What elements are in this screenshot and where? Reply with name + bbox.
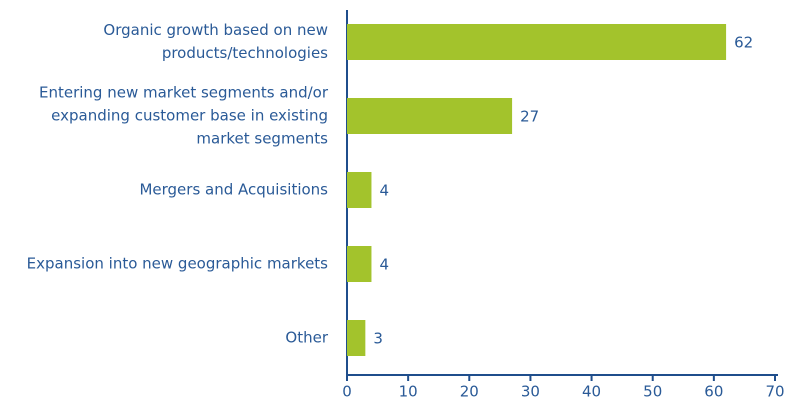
x-tick-label: 50 [643,383,662,401]
x-tick-label: 60 [704,383,723,401]
value-label: 27 [520,108,539,126]
category-label: Expansion into new geographic markets [26,254,328,273]
bar [347,98,513,134]
bar [347,172,372,208]
value-label: 4 [379,182,389,200]
bar [347,24,727,60]
x-tick-label: 0 [342,383,352,401]
x-tick-label: 70 [765,383,784,401]
value-label: 62 [734,34,753,52]
bar [347,246,372,282]
x-tick-label: 30 [521,383,540,401]
x-tick-label: 20 [460,383,479,401]
category-label: Organic growth based on new products/tec… [103,21,328,62]
category-label: Entering new market segments and/or expa… [39,83,328,148]
category-label: Other [285,328,328,347]
bar [347,320,366,356]
x-tick-label: 10 [399,383,418,401]
category-label: Mergers and Acquisitions [139,180,328,199]
value-label: 3 [373,330,383,348]
x-tick-label: 40 [582,383,601,401]
value-label: 4 [379,256,389,274]
